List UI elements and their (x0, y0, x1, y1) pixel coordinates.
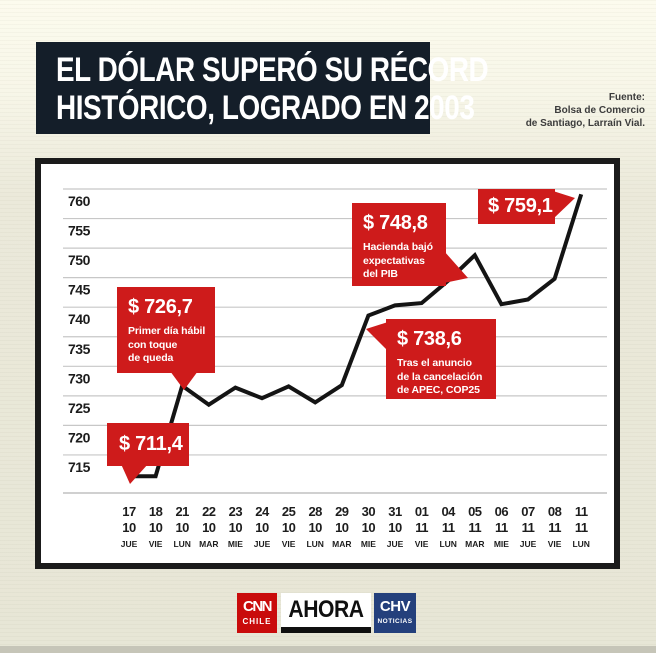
y-tick-label: 735 (68, 341, 91, 357)
x-tick-month: 10 (255, 520, 269, 535)
x-tick-day: 05 (468, 504, 482, 519)
callout-748-amount: $ 748,8 (363, 212, 428, 234)
source-line-1: Fuente: (608, 92, 645, 103)
x-tick-weekday: VIE (282, 539, 296, 549)
x-tick-month: 11 (468, 520, 481, 535)
x-tick-day: 23 (229, 504, 243, 519)
x-tick-day: 06 (495, 504, 509, 519)
y-tick-label: 755 (68, 223, 91, 239)
callout-738: $ 738,6 Tras el anuncio de la cancelació… (386, 319, 496, 399)
x-tick-weekday: MAR (199, 539, 218, 549)
x-tick-weekday: JUE (254, 539, 271, 549)
x-tick-weekday: MAR (465, 539, 484, 549)
x-tick-day: 29 (335, 504, 349, 519)
callout-726: $ 726,7 Primer día hábil con toque de qu… (117, 287, 215, 373)
y-tick-label: 750 (68, 252, 91, 268)
x-tick-weekday: JUE (520, 539, 537, 549)
x-tick-day: 11 (575, 504, 588, 519)
callout-726-amount: $ 726,7 (128, 296, 193, 318)
x-tick-day: 22 (202, 504, 216, 519)
chv-noticias-logo: CHV NOTICIAS (374, 593, 416, 633)
cnn-logo-sub: CHILE (242, 617, 272, 626)
y-tick-label: 730 (68, 370, 91, 386)
x-tick-month: 10 (362, 520, 376, 535)
y-tick-label: 725 (68, 400, 91, 416)
x-tick-month: 11 (415, 520, 428, 535)
x-tick-day: 18 (149, 504, 163, 519)
x-tick-day: 01 (415, 504, 429, 519)
price-line (129, 193, 584, 479)
x-tick-weekday: JUE (387, 539, 404, 549)
callout-738-amount: $ 738,6 (397, 328, 462, 350)
headline-line-1: EL DÓLAR SUPERÓ SU RÉCORD (56, 51, 489, 89)
x-tick-month: 11 (548, 520, 561, 535)
callout-711: $ 711,4 (107, 423, 189, 466)
source-line-2: Bolsa de Comercio (554, 105, 645, 116)
callout-738-note: Tras el anuncio de la cancelación de APE… (397, 357, 483, 396)
x-tick-day: 04 (441, 504, 456, 519)
x-tick-weekday: MAR (332, 539, 351, 549)
x-tick-month: 10 (175, 520, 189, 535)
x-tick-weekday: LUN (173, 539, 190, 549)
cnn-chile-logo: CNN CHILE (237, 593, 277, 633)
x-tick-weekday: MIE (228, 539, 243, 549)
x-tick-weekday: LUN (439, 539, 456, 549)
x-tick-month: 11 (522, 520, 535, 535)
source-attribution: Fuente: Bolsa de Comercio de Santiago, L… (425, 91, 645, 130)
x-tick-weekday: VIE (149, 539, 163, 549)
x-tick-day: 17 (122, 504, 136, 519)
ahora-logo: AHORA (281, 593, 371, 633)
y-tick-label: 740 (68, 311, 91, 327)
cnn-logo-text: CNN (243, 598, 273, 615)
x-tick-month: 10 (202, 520, 216, 535)
x-tick-month: 10 (308, 520, 322, 535)
x-tick-weekday: VIE (548, 539, 562, 549)
y-tick-label: 745 (68, 282, 91, 298)
x-tick-weekday: VIE (415, 539, 429, 549)
x-tick-day: 30 (362, 504, 376, 519)
x-tick-day: 24 (255, 504, 270, 519)
bottom-band (0, 646, 656, 653)
x-tick-weekday: MIE (494, 539, 509, 549)
x-tick-day: 25 (282, 504, 296, 519)
x-tick-day: 21 (175, 504, 189, 519)
source-line-3: de Santiago, Larraín Vial. (525, 118, 645, 129)
y-tick-label: 715 (68, 459, 91, 475)
callout-748: $ 748,8 Hacienda bajó expectativas del P… (352, 203, 446, 286)
headline-box: EL DÓLAR SUPERÓ SU RÉCORD HISTÓRICO, LOG… (36, 42, 489, 134)
callout-726-note: Primer día hábil con toque de queda (128, 325, 206, 364)
callout-759-amount: $ 759,1 (488, 195, 553, 217)
y-tick-label: 720 (68, 429, 91, 445)
callout-759: $ 759,1 (478, 189, 555, 224)
x-tick-weekday: JUE (121, 539, 138, 549)
x-tick-month: 10 (229, 520, 243, 535)
x-tick-month: 11 (575, 520, 588, 535)
x-tick-day: 08 (548, 504, 562, 519)
chv-logo-sub: NOTICIAS (377, 618, 413, 625)
x-tick-day: 07 (521, 504, 535, 519)
x-tick-month: 10 (282, 520, 296, 535)
x-tick-month: 10 (149, 520, 163, 535)
x-tick-month: 10 (335, 520, 349, 535)
x-tick-weekday: LUN (306, 539, 323, 549)
y-tick-label: 760 (68, 193, 91, 209)
x-tick-month: 10 (388, 520, 402, 535)
x-tick-weekday: MIE (361, 539, 376, 549)
callout-711-amount: $ 711,4 (119, 433, 183, 455)
x-tick-month: 11 (442, 520, 455, 535)
x-tick-month: 11 (495, 520, 508, 535)
x-tick-month: 10 (122, 520, 136, 535)
ahora-logo-text: AHORA (288, 596, 364, 623)
headline-line-2: HISTÓRICO, LOGRADO EN 2003 (56, 89, 475, 127)
x-tick-weekday: LUN (572, 539, 589, 549)
chv-logo-text: CHV (379, 598, 411, 615)
x-tick-day: 28 (308, 504, 322, 519)
x-tick-day: 31 (388, 504, 402, 519)
callout-748-note: Hacienda bajó expectativas del PIB (363, 241, 433, 280)
